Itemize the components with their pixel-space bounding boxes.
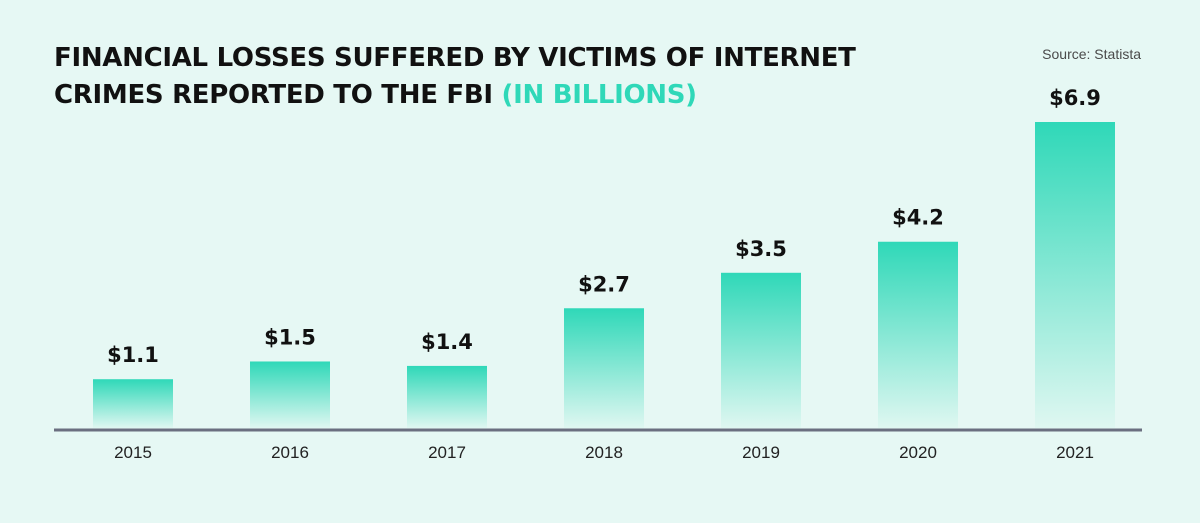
bar-2020	[878, 241, 958, 428]
bar-2019	[721, 272, 801, 428]
chart-title-unit: (IN BILLIONS)	[501, 80, 698, 110]
bar-2017	[407, 365, 487, 428]
x-tick-label-2021: 2021	[1056, 443, 1094, 462]
chart-title: FINANCIAL LOSSES SUFFERED BY VICTIMS OF …	[54, 40, 884, 114]
x-tick-label-2018: 2018	[585, 443, 623, 462]
x-tick-label-2019: 2019	[742, 443, 780, 462]
x-tick-label-2016: 2016	[271, 443, 309, 462]
value-label-2015: $1.1	[107, 343, 159, 367]
value-label-2020: $4.2	[892, 206, 944, 230]
value-label-2016: $1.5	[264, 325, 316, 349]
value-label-2017: $1.4	[421, 330, 473, 354]
value-labels-group: $1.1 $1.5 $1.4 $2.7 $3.5 $4.2 $6.9	[107, 86, 1101, 367]
chart-title-main: FINANCIAL LOSSES SUFFERED BY VICTIMS OF …	[54, 43, 856, 110]
value-label-2018: $2.7	[578, 272, 630, 296]
value-label-2021: $6.9	[1049, 86, 1101, 110]
x-axis-tick-labels: 2015 2016 2017 2018 2019 2020 2021	[114, 443, 1094, 462]
bars-group	[93, 122, 1115, 428]
bar-2021	[1035, 122, 1115, 428]
value-label-2019: $3.5	[735, 237, 787, 261]
bar-2018	[564, 308, 644, 428]
bar-2016	[250, 361, 330, 428]
bar-2015	[93, 379, 173, 428]
source-label: Source: Statista	[1042, 46, 1141, 62]
x-tick-label-2020: 2020	[899, 443, 937, 462]
x-tick-label-2017: 2017	[428, 443, 466, 462]
x-tick-label-2015: 2015	[114, 443, 152, 462]
